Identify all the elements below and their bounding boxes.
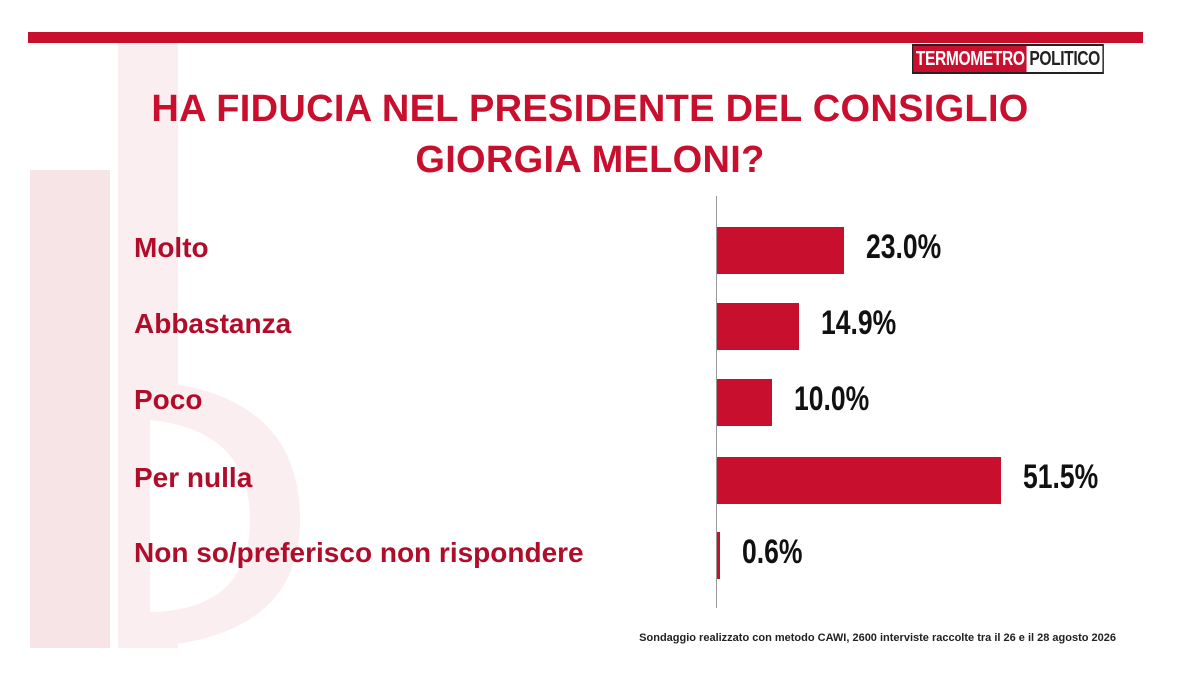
top-accent-bar [28,32,1143,43]
category-label-non-so-preferisco-non-rispondere: Non so/preferisco non rispondere [134,537,584,568]
chart-title-line-2: GIORGIA MELONI? [415,139,765,181]
value-label-molto: 23.0% [865,228,942,266]
category-label-abbastanza: Abbastanza [134,308,292,339]
bar-poco [717,378,773,426]
chart-title-line-1: HA FIDUCIA NEL PRESIDENTE DEL CONSIGLIO [151,88,1029,130]
value-label-poco: 10.0% [794,380,870,418]
category-axis-line [716,196,717,608]
value-label-per-nulla: 51.5% [1023,458,1099,496]
bar-abbastanza [717,302,800,350]
logo-part-2: POLITICO [1027,46,1103,72]
bar-per-nulla [717,456,1001,504]
category-label-per-nulla: Per nulla [134,462,253,493]
bar-molto [717,226,844,274]
termometro-politico-logo: TERMOMETRO POLITICO [912,44,1104,74]
survey-footnote: Sondaggio realizzato con metodo CAWI, 26… [639,632,1116,644]
category-label-poco: Poco [134,384,203,415]
value-label-non-so-preferisco-non-rispondere: 0.6% [742,533,803,571]
logo-part-1: TERMOMETRO [913,46,1028,72]
category-label-molto: Molto [134,232,209,263]
value-label-abbastanza: 14.9% [821,304,897,342]
bar-non-so-preferisco-non-rispondere [717,531,721,579]
